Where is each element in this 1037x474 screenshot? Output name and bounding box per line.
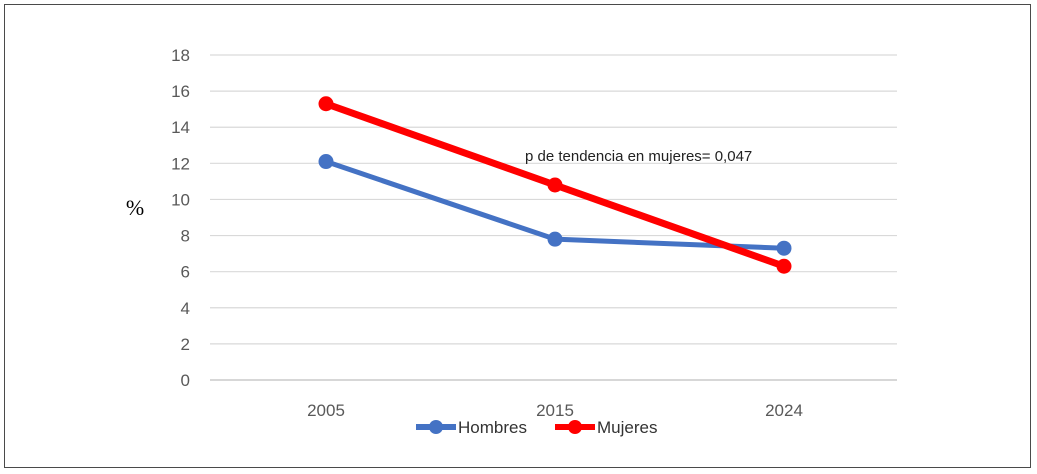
- y-tick-label: 0: [181, 371, 190, 390]
- legend: Hombres Mujeres: [416, 418, 657, 437]
- y-tick-label: 2: [181, 335, 190, 354]
- gridlines: [210, 54, 897, 381]
- x-tick-label: 2015: [536, 401, 574, 420]
- trend-annotation: p de tendencia en mujeres= 0,047: [525, 148, 752, 165]
- y-tick-label: 4: [181, 299, 190, 318]
- y-tick-label: 18: [171, 46, 190, 65]
- y-tick-label: 8: [181, 227, 190, 246]
- y-tick-label: 12: [171, 154, 190, 173]
- y-tick-label: 6: [181, 263, 190, 282]
- legend-swatch-marker: [568, 420, 582, 434]
- legend-item: Mujeres: [555, 418, 657, 437]
- data-point: [776, 240, 792, 256]
- y-tick-label: 10: [171, 190, 190, 209]
- legend-label: Mujeres: [597, 418, 657, 437]
- x-tick-labels: 2005 2015 2024: [307, 401, 803, 420]
- series-mujeres: [318, 96, 792, 274]
- legend-item: Hombres: [416, 418, 527, 437]
- y-axis-label: %: [126, 195, 144, 220]
- y-tick-label: 14: [171, 118, 190, 137]
- x-tick-label: 2005: [307, 401, 345, 420]
- data-point: [776, 258, 792, 274]
- data-point: [547, 231, 563, 247]
- legend-label: Hombres: [458, 418, 527, 437]
- legend-swatch-marker: [429, 420, 443, 434]
- x-tick-label: 2024: [765, 401, 803, 420]
- data-point: [318, 96, 334, 112]
- data-point: [318, 154, 334, 170]
- y-tick-labels: 0 2 4 6 8 10 12 14 16 18: [171, 46, 190, 390]
- y-tick-label: 16: [171, 82, 190, 101]
- series-layer: [318, 96, 792, 274]
- data-point: [547, 177, 563, 193]
- series-hombres: [318, 154, 792, 256]
